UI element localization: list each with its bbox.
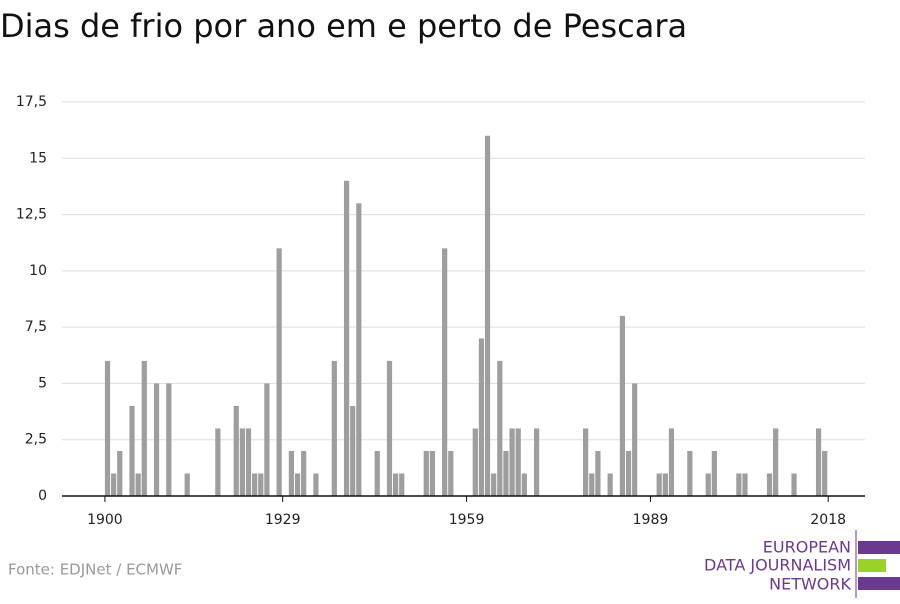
logo-bar xyxy=(858,577,900,590)
logo-bar xyxy=(858,541,900,554)
logo-text: DATA JOURNALISM xyxy=(704,556,851,575)
bar xyxy=(515,428,521,496)
bar xyxy=(503,450,509,496)
y-tick-label: 15 xyxy=(29,150,47,166)
bar xyxy=(276,248,282,496)
bar xyxy=(662,473,668,496)
bar xyxy=(497,360,503,496)
bar xyxy=(166,383,172,496)
bar xyxy=(742,473,748,496)
x-tick-label: 1989 xyxy=(633,512,669,528)
y-tick-label: 10 xyxy=(29,263,47,279)
y-tick-label: 17,5 xyxy=(16,94,47,110)
bar xyxy=(215,428,221,496)
bar xyxy=(442,248,448,496)
logo-text: NETWORK xyxy=(769,575,851,594)
bar xyxy=(356,203,362,497)
bar xyxy=(656,473,662,496)
y-tick-label: 5 xyxy=(38,375,47,391)
x-tick-label: 1900 xyxy=(87,512,123,528)
bar xyxy=(233,405,239,496)
logo-text: EUROPEAN xyxy=(763,538,851,557)
bar xyxy=(111,473,117,496)
bar xyxy=(484,135,491,496)
bar xyxy=(595,450,601,496)
bar xyxy=(791,473,797,496)
y-tick-label: 7,5 xyxy=(25,319,47,335)
bar xyxy=(472,428,478,496)
chart-title: Dias de frio por ano em e perto de Pesca… xyxy=(0,7,687,45)
bar xyxy=(589,473,595,496)
bar xyxy=(583,428,589,496)
bar xyxy=(632,383,638,496)
bar xyxy=(252,473,258,496)
bar xyxy=(239,428,245,496)
bar xyxy=(331,360,337,496)
bar xyxy=(301,450,307,496)
bar xyxy=(129,405,135,496)
bar xyxy=(153,383,160,496)
bar xyxy=(264,383,270,496)
bar xyxy=(478,338,485,496)
logo-bar xyxy=(858,559,886,572)
bar xyxy=(258,473,264,496)
bar xyxy=(386,360,393,496)
bar xyxy=(822,450,828,496)
bar xyxy=(399,473,405,496)
bar xyxy=(521,473,527,496)
bar xyxy=(294,473,301,496)
bar xyxy=(773,428,779,496)
bar xyxy=(491,473,497,496)
y-tick-label: 0 xyxy=(38,488,47,504)
bar xyxy=(668,428,675,496)
bar xyxy=(625,450,632,496)
bar xyxy=(245,428,252,496)
bar xyxy=(607,473,613,496)
bar xyxy=(619,315,626,496)
bar xyxy=(104,360,111,496)
y-tick-label: 12,5 xyxy=(16,207,47,223)
x-tick-label: 1959 xyxy=(449,512,485,528)
bar xyxy=(736,473,742,496)
x-tick-label: 2018 xyxy=(810,512,846,528)
bar xyxy=(711,450,717,496)
bar xyxy=(135,473,141,496)
bar xyxy=(687,450,693,496)
bar xyxy=(393,473,399,496)
bar xyxy=(313,473,319,496)
bar xyxy=(448,450,454,496)
bar xyxy=(423,450,429,496)
bar xyxy=(141,360,147,496)
x-tick-label: 1929 xyxy=(265,512,301,528)
bar xyxy=(374,450,380,496)
bar xyxy=(343,180,350,497)
bar xyxy=(350,405,356,496)
source: Fonte: EDJNet / ECMWF xyxy=(8,561,182,579)
bar xyxy=(117,450,123,496)
bar xyxy=(509,428,515,496)
y-tick-label: 2,5 xyxy=(25,432,47,448)
bar xyxy=(533,428,540,496)
bar xyxy=(705,473,711,496)
bar xyxy=(288,450,295,496)
logo: EUROPEAN DATA JOURNALISM NETWORK xyxy=(704,530,900,598)
bar xyxy=(766,473,773,496)
bar xyxy=(815,428,822,496)
bar xyxy=(184,473,190,496)
bar xyxy=(429,450,435,496)
